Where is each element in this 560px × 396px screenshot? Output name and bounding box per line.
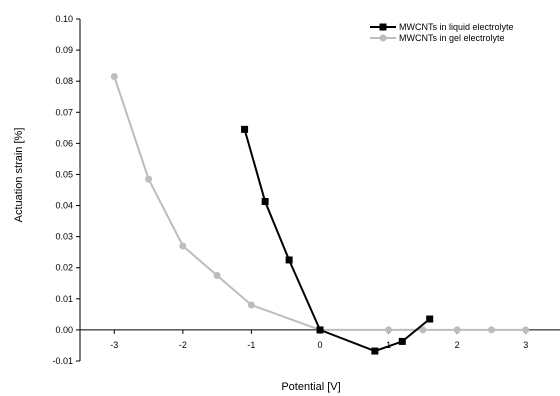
data-point [261, 198, 269, 206]
legend-marker [379, 34, 387, 42]
y-tick-label: 0.10 [55, 14, 73, 24]
legend-item: MWCNTs in gel electrolyte [370, 33, 505, 43]
x-tick-label: -1 [247, 340, 255, 350]
y-axis-title: Actuation strain [%] [13, 128, 25, 223]
x-tick-label: 2 [455, 340, 460, 350]
series-gel [110, 73, 530, 334]
x-axis-title: Potential [V] [281, 381, 340, 393]
data-point [110, 73, 118, 81]
data-point [145, 175, 153, 183]
y-tick-label: 0.06 [55, 138, 73, 148]
data-point [179, 242, 187, 250]
series-line [113, 76, 526, 331]
data-point [247, 301, 255, 309]
x-tick-label: 0 [317, 340, 322, 350]
y-tick-label: 0.00 [55, 325, 73, 335]
data-point [385, 326, 393, 334]
data-point [241, 125, 249, 133]
data-point [453, 326, 461, 334]
data-point [285, 256, 293, 264]
series-layer [110, 73, 530, 355]
y-tick-label: 0.01 [55, 294, 73, 304]
data-point [522, 326, 530, 334]
y-tick-label: 0.07 [55, 107, 73, 117]
y-tick-label: 0.04 [55, 201, 73, 211]
series-line [243, 129, 431, 353]
y-tick-label: 0.02 [55, 263, 73, 273]
y-tick-label: 0.03 [55, 232, 73, 242]
data-point [316, 326, 324, 334]
data-point [487, 326, 495, 334]
series-liquid [241, 125, 434, 355]
data-point [371, 347, 379, 355]
legend-marker [379, 23, 387, 31]
data-point [213, 272, 221, 279]
y-tick-label: -0.01 [52, 356, 73, 366]
axes: -0.01 0.00 0.01 0.02 0.03 0.04 0.05 0.06 0.07 0.0… [52, 14, 560, 366]
y-tick-label: 0.09 [55, 45, 73, 55]
legend-label: MWCNTs in liquid electrolyte [399, 22, 514, 32]
y-tick-label: 0.08 [55, 76, 73, 86]
x-tick-label: -3 [110, 340, 118, 350]
x-tick-label: 3 [523, 340, 528, 350]
data-point [419, 326, 427, 334]
x-tick-label: 1 [386, 340, 391, 350]
data-point [398, 337, 406, 345]
legend-label: MWCNTs in gel electrolyte [399, 33, 505, 43]
legend-item: MWCNTs in liquid electrolyte [370, 22, 514, 32]
data-point [426, 315, 434, 323]
x-tick-label: -2 [179, 340, 187, 350]
y-tick-label: 0.05 [55, 169, 73, 179]
